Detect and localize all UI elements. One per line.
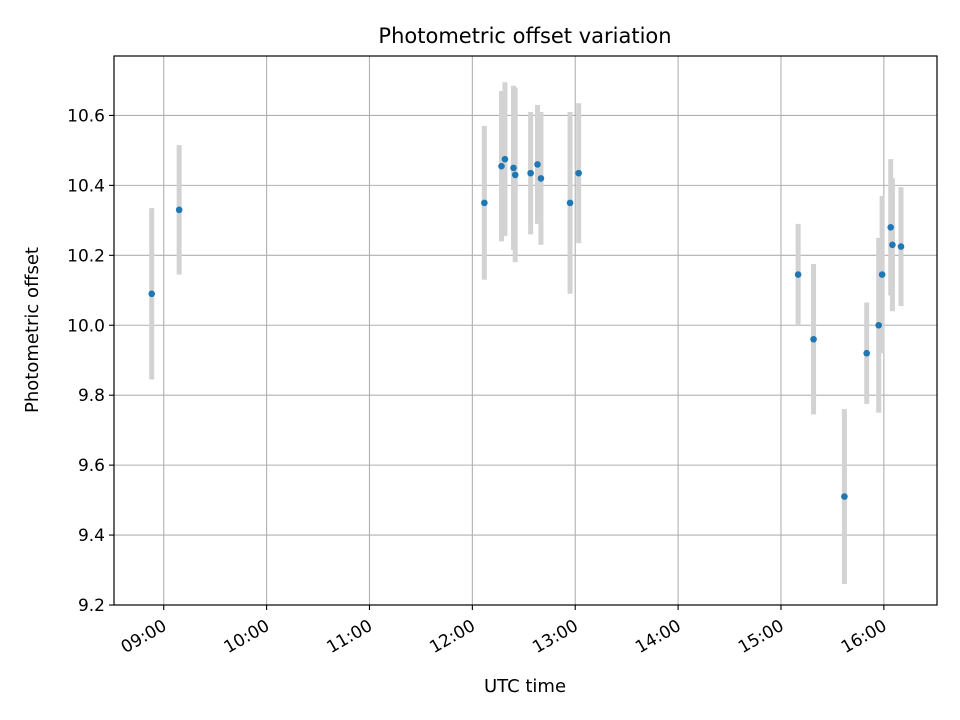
data-point [498,162,505,170]
data-point [575,169,582,177]
chart-title: Photometric offset variation [378,24,671,48]
data-point [527,169,534,177]
y-tick-label: 10.4 [67,176,105,196]
data-point [897,243,905,250]
data-point [841,493,848,500]
plot-area [114,56,937,605]
data-point [889,241,896,249]
data-point [501,155,509,163]
y-axis-label: Photometric offset [22,247,43,413]
data-point [481,199,488,207]
data-point [510,164,517,172]
y-tick-label: 10.2 [67,246,105,266]
data-point [810,335,817,343]
y-tick-label: 9.2 [78,596,105,616]
data-point [534,161,541,168]
data-point [863,349,871,357]
y-tick-label: 9.6 [78,456,105,476]
y-tick-label: 9.4 [78,526,105,546]
data-point [175,206,183,214]
data-point [148,290,156,298]
y-tick-label: 10.6 [67,106,105,126]
data-point [511,171,519,179]
data-point [875,321,883,329]
data-point [878,271,886,278]
y-axis-ticks: 9.2 9.4 9.6 9.8 10.0 10.2 10.4 10.6 [67,106,114,616]
y-tick-label: 10.0 [67,316,105,336]
data-point [537,175,545,182]
data-point [566,199,574,207]
data-points [148,155,905,500]
plot-frame [113,55,938,606]
data-point [794,271,802,278]
data-point [887,224,895,231]
y-tick-label: 9.8 [78,386,105,406]
x-axis-label: UTC time [484,676,566,697]
